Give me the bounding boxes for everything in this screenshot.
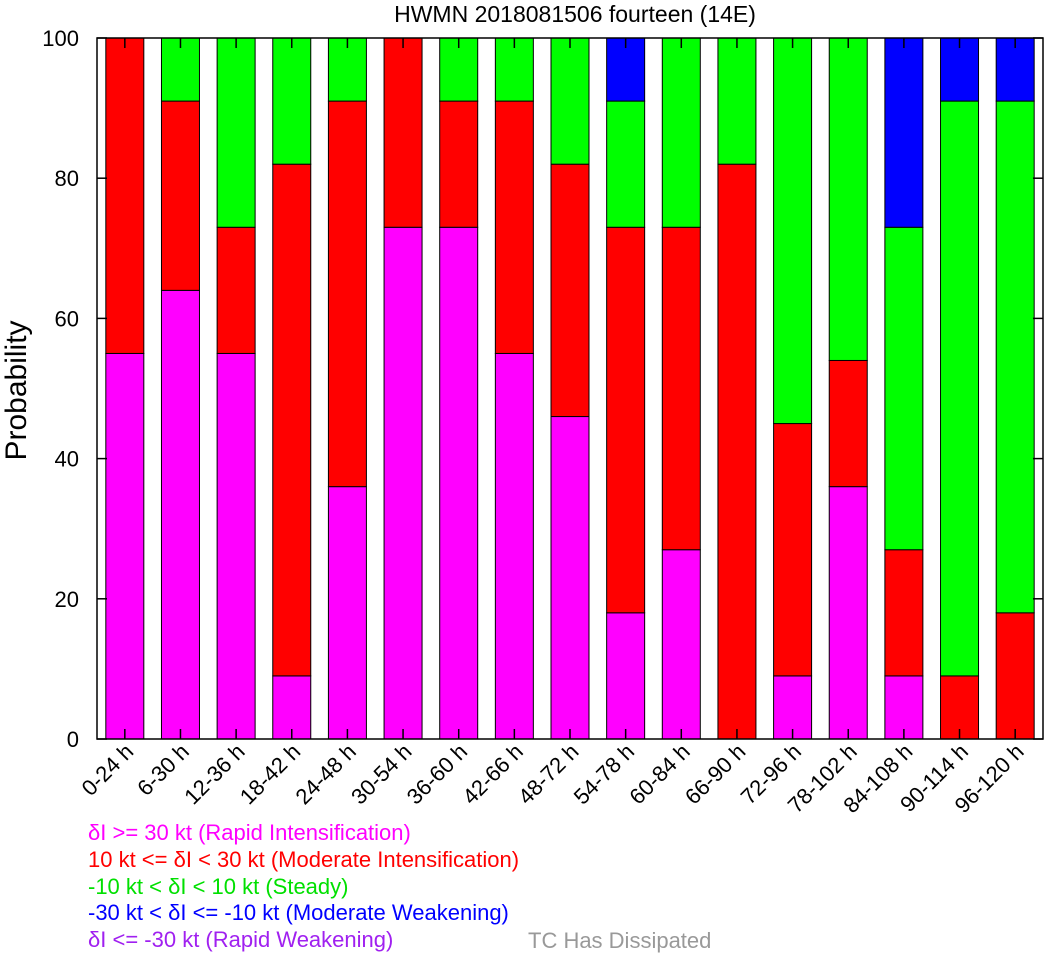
- legend-entry-moderate-intensification: 10 kt <= δI < 30 kt (Moderate Intensific…: [88, 846, 520, 872]
- x-tick-label: 60-84 h: [624, 739, 694, 809]
- bar-30-54h-series-0: [383, 226, 423, 740]
- bar-42-66h-series-0: [494, 352, 534, 740]
- chart-title: HWMN 2018081506 fourteen (14E): [394, 1, 756, 27]
- bar-54-78h-series-2: [606, 100, 646, 228]
- legend-entry-steady: -10 kt < δI < 10 kt (Steady): [88, 873, 349, 899]
- bar-54-78h-series-0: [606, 612, 646, 740]
- bar-18-42h-series-2: [272, 37, 312, 165]
- x-tick-label: 0-24 h: [77, 739, 139, 801]
- bar-24-48h-series-1: [327, 100, 367, 488]
- x-tick-label: 42-66 h: [457, 739, 527, 809]
- bar-42-66h-series-1: [494, 100, 534, 354]
- bar-54-78h-series-1: [606, 226, 646, 614]
- y-tick-label: 40: [55, 447, 79, 472]
- bar-36-60h-series-2: [439, 37, 479, 102]
- bar-54-78h-series-3: [606, 37, 646, 102]
- y-tick-label: 80: [55, 166, 79, 191]
- x-tick-label: 12-36 h: [179, 739, 249, 809]
- legend-entry-rapid-intensification: δI >= 30 kt (Rapid Intensification): [88, 820, 411, 845]
- bar-6-30h-series-1: [160, 100, 200, 291]
- y-tick-label: 100: [42, 26, 79, 51]
- bar-12-36h-series-2: [216, 37, 256, 228]
- x-tick-label: 66-90 h: [680, 739, 750, 809]
- bar-66-90h-series-1: [717, 163, 757, 740]
- legend-entry-rapid-weakening: δI <= -30 kt (Rapid Weakening): [88, 927, 394, 953]
- bar-96-120h-series-3: [995, 37, 1035, 102]
- bar-90-114h-series-2: [940, 100, 980, 677]
- x-tick-label: 30-54 h: [346, 739, 416, 809]
- y-tick-label: 60: [55, 306, 79, 331]
- legend-entry-moderate-weakening: -30 kt < δI <= -10 kt (Moderate Weakenin…: [88, 900, 509, 926]
- bar-12-36h-series-1: [216, 226, 256, 354]
- bar-84-108h-series-3: [884, 37, 924, 228]
- bar-78-102h-series-0: [828, 486, 868, 740]
- x-tick-label: 24-48 h: [291, 739, 361, 809]
- bar-72-96h-series-1: [773, 423, 813, 677]
- bar-84-108h-series-0: [884, 675, 924, 740]
- bar-0-24h-series-0: [105, 352, 145, 740]
- bar-48-72h-series-1: [550, 163, 590, 418]
- bar-12-36h-series-0: [216, 352, 256, 740]
- bar-66-90h-series-2: [717, 37, 757, 165]
- bar-60-84h-series-1: [661, 226, 701, 551]
- legend: δI >= 30 kt (Rapid Intensification) 10 k…: [88, 820, 519, 954]
- bar-6-30h-series-0: [160, 289, 200, 740]
- bar-96-120h-series-1: [995, 612, 1035, 740]
- bar-96-120h-series-2: [995, 100, 1035, 614]
- x-tick-label: 18-42 h: [235, 739, 305, 809]
- bar-18-42h-series-0: [272, 675, 312, 740]
- bar-30-54h-series-1: [383, 37, 423, 228]
- bar-60-84h-series-0: [661, 549, 701, 740]
- bar-78-102h-series-1: [828, 359, 868, 488]
- y-axis-label: Probability: [0, 320, 33, 460]
- y-tick-label: 0: [67, 727, 79, 752]
- x-tick-label: 48-72 h: [513, 739, 583, 809]
- bar-60-84h-series-2: [661, 37, 701, 228]
- bar-24-48h-series-0: [327, 486, 367, 740]
- bar-48-72h-series-0: [550, 416, 590, 740]
- bar-0-24h-series-1: [105, 37, 145, 354]
- bar-90-114h-series-3: [940, 37, 980, 102]
- bar-78-102h-series-2: [828, 37, 868, 361]
- bar-42-66h-series-2: [494, 37, 534, 102]
- legend-entry-dissipated: TC Has Dissipated: [528, 928, 712, 953]
- x-tick-label: 54-78 h: [569, 739, 639, 809]
- bar-84-108h-series-2: [884, 226, 924, 551]
- bar-36-60h-series-0: [439, 226, 479, 740]
- bar-84-108h-series-1: [884, 549, 924, 677]
- bar-36-60h-series-1: [439, 100, 479, 228]
- bar-72-96h-series-2: [773, 37, 813, 425]
- bar-48-72h-series-2: [550, 37, 590, 165]
- y-tick-label: 20: [55, 587, 79, 612]
- x-tick-label: 36-60 h: [402, 739, 472, 809]
- bar-18-42h-series-1: [272, 163, 312, 677]
- bar-6-30h-series-2: [160, 37, 200, 102]
